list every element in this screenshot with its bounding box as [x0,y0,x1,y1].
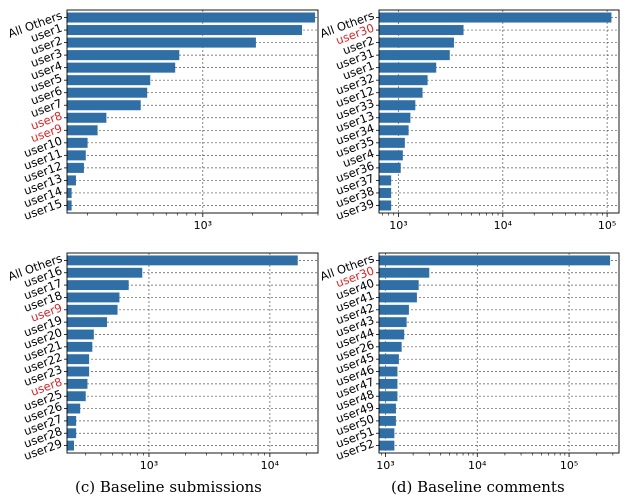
bar-user30 [379,25,464,36]
caption-baseline-comments: (d) Baseline comments [391,478,565,496]
bar-user45 [379,354,399,365]
bar-user21 [67,341,93,352]
bar-user42 [379,304,409,315]
bar-user10 [67,137,88,148]
bar-user25 [67,391,86,402]
x-tick-label: 10⁴ [494,219,513,232]
bar-user8 [67,378,88,389]
bar-user19 [67,317,108,328]
bar-user16 [67,267,143,278]
bar-user49 [379,403,396,414]
x-tick-label: 10⁴ [261,459,280,472]
bar-user14 [67,187,72,198]
bar-user13 [379,112,411,123]
bar-user2 [379,37,454,48]
x-tick-label: 10⁵ [560,459,578,472]
bar-all-others [67,255,298,266]
bar-user17 [67,280,129,291]
bar-user37 [379,175,392,186]
bar-user38 [379,187,392,198]
plot-border [66,252,319,454]
bar-user6 [67,87,148,98]
bar-user30 [379,267,430,278]
bar-user27 [67,415,77,426]
bar-user4 [67,62,176,73]
bar-all-others [67,12,316,23]
bar-user33 [379,100,416,111]
bar-user26 [67,403,81,414]
x-tick-label: 10³ [140,459,158,472]
bar-user7 [67,100,141,111]
bar-user47 [379,378,398,389]
bar-user2 [67,37,256,48]
bar-user44 [379,329,405,340]
x-tick-label: 10³ [376,459,394,472]
bar-user35 [379,137,405,148]
plot-border [378,9,620,214]
bar-user39 [379,200,392,211]
bar-user3 [67,50,180,61]
x-tick-label: 10⁵ [598,219,616,232]
bar-all-others [379,255,611,266]
bar-user46 [379,366,398,377]
bar-user13 [67,175,76,186]
x-tick-label: 10³ [194,219,212,232]
bar-user18 [67,292,120,303]
bar-user43 [379,317,407,328]
bar-user1 [379,62,437,73]
bar-user9 [67,125,98,136]
bar-user51 [379,428,395,439]
bar-user5 [67,75,151,86]
plot-border [378,252,620,454]
bar-user28 [67,428,77,439]
bar-user36 [379,162,401,173]
bar-user20 [67,329,94,340]
bar-user48 [379,391,398,402]
bar-user29 [67,440,75,451]
bar-user23 [67,366,90,377]
bar-user34 [379,125,409,136]
x-tick-label: 10⁴ [468,459,487,472]
bar-user12 [379,87,423,98]
bar-user11 [67,150,86,161]
bar-user50 [379,415,396,426]
x-tick-label: 10³ [389,219,407,232]
bar-user9 [67,304,118,315]
bar-user32 [379,75,428,86]
bar-user26 [379,341,402,352]
bar-user22 [67,354,90,365]
bar-user40 [379,280,419,291]
bar-user52 [379,440,395,451]
bar-user15 [67,200,72,211]
bar-user31 [379,50,450,61]
bar-user41 [379,292,417,303]
plot-border [66,9,319,214]
bar-user1 [67,25,303,36]
bar-user4 [379,150,403,161]
bar-all-others [379,12,612,23]
bar-user12 [67,162,84,173]
bar-user8 [67,112,107,123]
caption-baseline-submissions: (c) Baseline submissions [75,478,262,496]
plot-area [379,253,619,453]
